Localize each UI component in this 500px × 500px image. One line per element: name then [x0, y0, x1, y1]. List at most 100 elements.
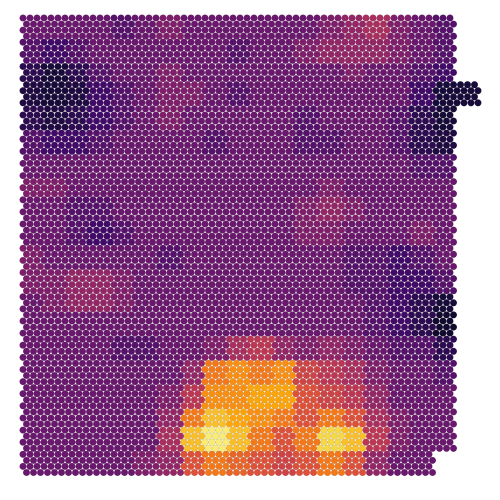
spot [267, 323, 276, 331]
spot [330, 299, 339, 307]
spot [383, 317, 391, 325]
spot [449, 274, 458, 283]
spot [404, 462, 412, 471]
spot [411, 341, 419, 349]
spot [278, 280, 286, 289]
spot [316, 177, 325, 186]
spot [131, 123, 139, 131]
spot [92, 371, 101, 380]
spot [243, 414, 251, 422]
spot [260, 323, 269, 331]
spot [68, 184, 76, 192]
spot [316, 371, 325, 380]
spot [313, 268, 321, 277]
spot [225, 44, 234, 52]
spot [113, 287, 122, 295]
spot [162, 468, 171, 477]
spot [218, 456, 227, 465]
spot [194, 256, 202, 265]
spot [260, 456, 269, 465]
spot [376, 62, 384, 71]
spot [365, 226, 374, 234]
spot [204, 177, 213, 186]
spot [446, 14, 454, 22]
spot [180, 26, 188, 34]
spot [278, 123, 286, 131]
spot [355, 99, 363, 107]
spot [127, 456, 136, 465]
spot [134, 323, 143, 331]
spot [281, 456, 290, 465]
spot [29, 32, 38, 40]
spot [404, 62, 412, 71]
spot [85, 32, 94, 40]
spot [260, 359, 269, 368]
spot [89, 208, 97, 216]
spot [183, 105, 192, 113]
spot [57, 141, 66, 149]
spot [106, 177, 115, 186]
spot [239, 129, 248, 137]
spot [50, 105, 59, 113]
spot [421, 323, 430, 331]
spot [64, 299, 73, 307]
spot [463, 81, 472, 89]
spot [19, 26, 27, 34]
spot [260, 190, 269, 198]
spot [169, 420, 178, 428]
spot [89, 438, 97, 446]
spot [176, 468, 185, 477]
spot [435, 117, 444, 125]
spot [78, 444, 87, 452]
spot [355, 159, 363, 168]
spot [288, 262, 297, 271]
spot [19, 450, 27, 458]
spot [96, 280, 104, 289]
spot [131, 26, 139, 34]
spot [162, 226, 171, 234]
spot [180, 450, 188, 458]
spot [159, 293, 167, 301]
spot [134, 141, 143, 149]
spot [187, 268, 195, 277]
spot [194, 196, 202, 204]
spot [295, 32, 304, 40]
spot [411, 305, 419, 313]
spot [159, 462, 167, 471]
spot [106, 335, 115, 343]
spot [54, 268, 62, 277]
spot [407, 153, 416, 162]
spot [29, 68, 38, 77]
spot [449, 32, 458, 40]
spot [75, 208, 83, 216]
spot [271, 232, 279, 240]
spot [99, 20, 108, 28]
spot [292, 38, 300, 46]
spot [320, 62, 328, 71]
spot [257, 244, 265, 252]
spot [421, 250, 430, 258]
spot [71, 117, 80, 125]
spot [75, 123, 83, 131]
spot [351, 335, 360, 343]
spot [260, 202, 269, 210]
spot [323, 81, 332, 89]
spot [141, 250, 150, 258]
spot [393, 238, 402, 246]
spot [197, 214, 206, 222]
spot [250, 377, 258, 386]
spot [250, 220, 258, 228]
spot [29, 468, 38, 477]
spot [348, 329, 356, 337]
spot [50, 359, 59, 368]
spot [85, 202, 94, 210]
spot [169, 432, 178, 440]
spot [379, 32, 388, 40]
spot [372, 56, 381, 65]
spot [155, 44, 164, 52]
spot [134, 432, 143, 440]
spot [246, 20, 255, 28]
spot [306, 159, 314, 168]
spot [190, 32, 199, 40]
spot [288, 81, 297, 89]
